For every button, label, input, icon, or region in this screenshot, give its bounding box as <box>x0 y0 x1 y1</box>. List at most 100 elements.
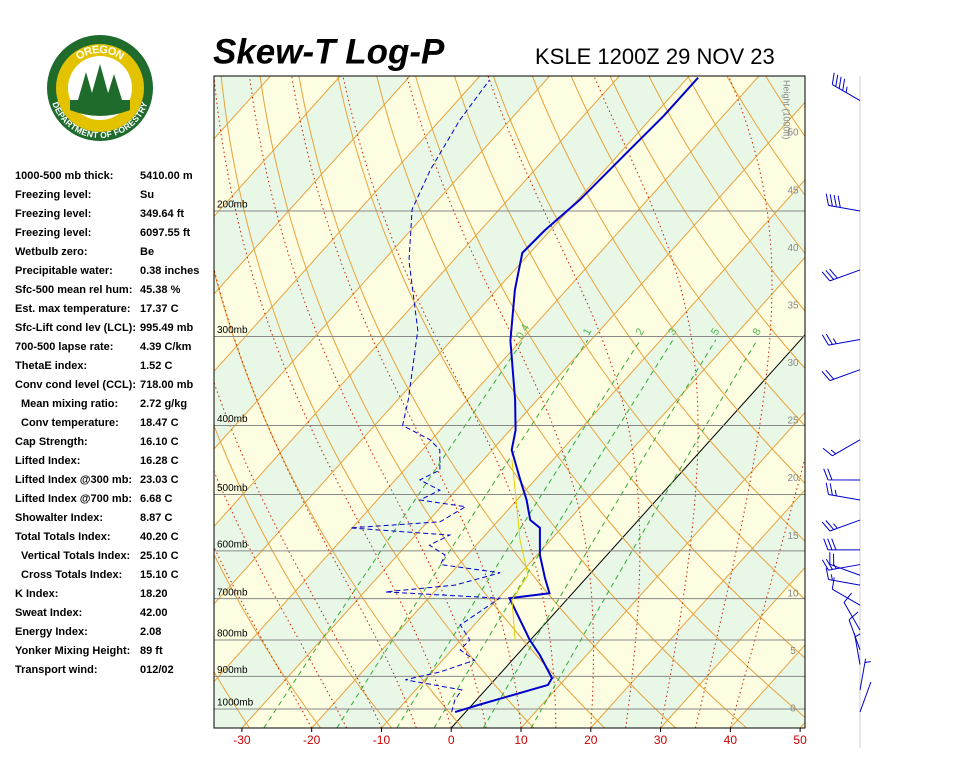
dry-adiabat <box>531 76 805 485</box>
dry-adiabat <box>726 76 805 197</box>
moist-adiabat <box>406 76 594 728</box>
zero-isotherm <box>450 334 805 728</box>
mixing-ratio-line <box>263 339 524 728</box>
moist-adiabat <box>593 76 699 728</box>
wind-barb <box>825 482 861 501</box>
stat-value: 25.10 C <box>140 550 179 562</box>
plot-frame <box>213 75 806 729</box>
stat-label: Freezing level: <box>15 189 92 201</box>
dry-adiabat <box>214 269 463 728</box>
dry-adiabat <box>298 76 676 728</box>
isotherm-band <box>214 76 805 728</box>
dewpoint-line <box>350 79 502 713</box>
stat-label: Mean mixing ratio: <box>21 398 119 410</box>
stat-label: Freezing level: <box>15 227 92 239</box>
stat-value: 1.52 C <box>140 360 173 372</box>
dry-adiabat <box>376 76 805 719</box>
dry-adiabat <box>921 76 960 728</box>
stat-value: 6097.55 ft <box>140 227 191 239</box>
dry-adiabat <box>337 76 747 728</box>
dry-adiabat <box>415 76 805 659</box>
stat-value: Su <box>140 189 155 201</box>
moist-adiabat <box>487 76 641 728</box>
isotherm <box>214 76 411 295</box>
x-tick-label: 10 <box>514 733 528 747</box>
mixing-ratio-label: 8 <box>750 326 763 337</box>
stat-value: 012/02 <box>140 664 174 676</box>
isotherm <box>381 256 805 728</box>
wind-barb <box>831 72 861 102</box>
pressure-label: 1000mb <box>217 698 254 709</box>
mixing-ratio-line <box>530 339 758 728</box>
stat-label: Sfc-Lift cond lev (LCL): <box>15 322 136 334</box>
isotherm <box>214 76 481 373</box>
wind-barb <box>821 369 861 382</box>
stat-label: Total Totals Index: <box>15 531 111 543</box>
title: Skew-T Log-P <box>213 32 445 71</box>
wind-barb <box>831 577 861 606</box>
logo: OREGON DEPARTMENT OF FORESTRY <box>47 35 153 141</box>
stat-value: 4.39 C/km <box>140 341 192 353</box>
stat-value: 17.37 C <box>140 303 179 315</box>
x-tick-label: 50 <box>793 733 807 747</box>
height-tick-label: 45 <box>787 185 799 196</box>
x-tick-label: 0 <box>448 733 455 747</box>
stat-value: 0.38 inches <box>140 265 200 277</box>
dry-adiabat <box>882 76 960 728</box>
isotherm <box>214 76 550 450</box>
stat-value: 16.28 C <box>140 455 179 467</box>
stat-label: Lifted Index @300 mb: <box>15 474 133 486</box>
pressure-label: 500mb <box>217 483 248 494</box>
stat-label: Wetbulb zero: <box>15 246 88 258</box>
stat-label: K Index: <box>15 588 59 600</box>
stat-label: Sweat Index: <box>15 607 83 619</box>
dry-adiabat <box>570 76 805 427</box>
stat-label: Lifted Index @700 mb: <box>15 493 133 505</box>
dry-adiabat <box>214 424 392 728</box>
moist-adiabat <box>729 456 805 728</box>
wind-barb <box>821 268 861 282</box>
x-tick-label: -20 <box>303 733 321 747</box>
height-tick-label: 0 <box>790 704 796 715</box>
isotherm <box>311 179 805 728</box>
wind-barb <box>821 558 861 571</box>
x-tick-label: -30 <box>233 733 251 747</box>
stat-value: 718.00 mb <box>140 379 194 391</box>
mixing-ratio-label: 1 <box>581 326 594 337</box>
height-tick-label: 15 <box>787 531 799 542</box>
isotherm <box>520 411 805 728</box>
isotherm <box>590 489 805 728</box>
moist-adiabat <box>214 76 452 728</box>
isotherm <box>241 101 805 728</box>
subtitle: KSLE 1200Z 29 NOV 23 <box>535 44 775 69</box>
wind-barb <box>859 681 872 713</box>
height-tick-label: 5 <box>790 646 796 657</box>
stat-value: 23.03 C <box>140 474 179 486</box>
stat-value: 349.64 ft <box>140 208 185 220</box>
stat-label: Freezing level: <box>15 208 92 220</box>
wind-barb <box>821 333 861 346</box>
mixing-ratio-label: 2 <box>634 326 647 337</box>
x-tick-label: 40 <box>724 733 738 747</box>
logo-ground <box>70 100 130 116</box>
moist-adiabat <box>214 381 382 728</box>
height-tick-label: 10 <box>787 588 799 599</box>
mixing-ratio-label: 5 <box>709 326 722 337</box>
stat-value: 89 ft <box>140 645 163 657</box>
dry-adiabat <box>259 76 605 728</box>
stat-value: 2.72 g/kg <box>140 398 188 410</box>
logo-top-path: OREGON <box>74 44 126 63</box>
isotherm <box>660 566 805 728</box>
mixing-ratio-line <box>336 339 589 728</box>
dry-adiabat <box>609 76 805 370</box>
height-tick-label: 25 <box>787 416 799 427</box>
height-tick-label: 40 <box>787 243 799 254</box>
stat-label: ThetaE index: <box>15 360 88 372</box>
stat-label: Yonker Mixing Height: <box>15 645 131 657</box>
stat-value: 8.87 C <box>140 512 173 524</box>
wind-barb <box>822 439 861 457</box>
dry-adiabat <box>214 553 322 728</box>
x-tick-label: -10 <box>373 733 391 747</box>
pressure-label: 400mb <box>217 414 248 425</box>
